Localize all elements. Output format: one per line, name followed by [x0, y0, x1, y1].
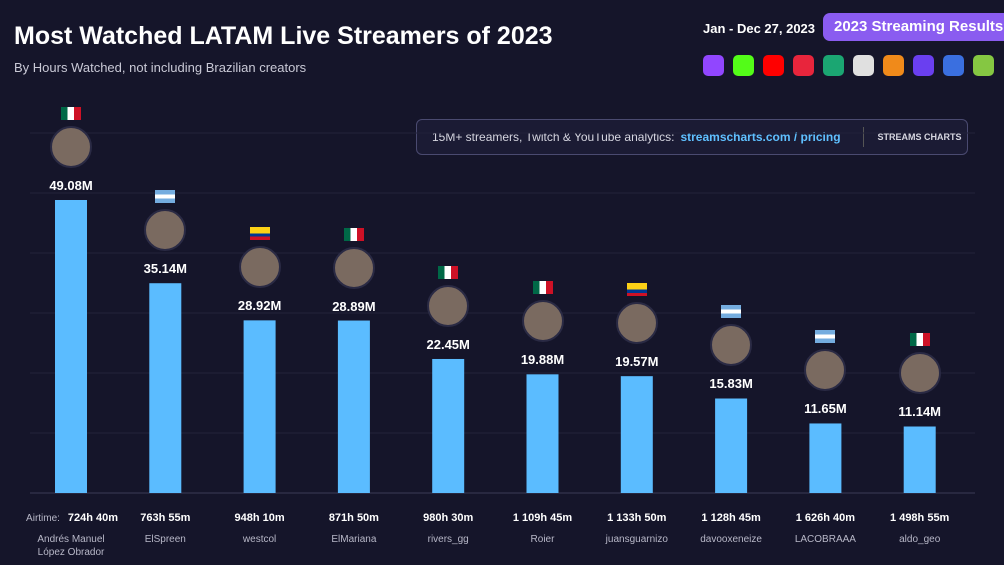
trovo-icon — [823, 55, 844, 76]
streamer-name: davooxeneize — [700, 534, 762, 545]
bar — [243, 320, 276, 493]
bar — [715, 398, 748, 493]
avatar[interactable] — [50, 126, 92, 168]
flag-mx-icon — [61, 107, 81, 120]
flag-ar-icon — [815, 330, 836, 344]
avatar[interactable] — [521, 300, 564, 343]
streamer-name: rivers_gg — [427, 534, 469, 545]
airtime-value: 1 133h 50m — [607, 512, 667, 524]
youtube-icon — [763, 55, 784, 76]
heart-icon — [793, 55, 814, 76]
bar — [149, 283, 182, 493]
bar — [337, 320, 370, 493]
streams-charts-logo: STREAMS CHARTS — [877, 131, 962, 142]
flag-mx-icon — [909, 333, 930, 347]
twitch-icon — [703, 55, 724, 76]
streamer-name: Roier — [530, 534, 555, 545]
bar — [526, 374, 559, 493]
flag-ar-icon — [721, 305, 742, 319]
streamer-name: LACOBRAAA — [794, 534, 856, 545]
value-label: 49.08M — [49, 178, 93, 193]
avatar[interactable] — [710, 324, 753, 367]
divider — [862, 127, 864, 147]
face-icon — [943, 55, 964, 76]
airtime-value: 871h 50m — [328, 512, 379, 524]
airtime-value: 1 109h 45m — [512, 512, 573, 524]
avatar[interactable] — [332, 246, 375, 289]
value-label: 19.88M — [520, 352, 565, 368]
flag-mx-icon — [532, 281, 553, 295]
bar — [903, 426, 936, 493]
streamer-name: aldo_geo — [899, 534, 941, 545]
airtime-value: 1 128h 45m — [701, 512, 761, 524]
value-label: 28.92M — [237, 298, 282, 314]
flag-mx-icon — [438, 265, 459, 279]
results-badge: 2023 Streaming Results — [823, 13, 1004, 41]
airtime-value: 763h 55m — [140, 512, 191, 524]
streamer-name: ElSpreen — [144, 534, 186, 545]
streamer-name: westcol — [242, 534, 277, 545]
streamer-name: juansguarnizo — [605, 534, 668, 545]
platform-icons — [703, 55, 994, 76]
airtime-value: 948h 10m — [234, 512, 285, 524]
airtime-value: 1 498h 55m — [890, 512, 950, 524]
flag-mx-icon — [343, 227, 364, 241]
bar — [55, 200, 87, 493]
kick-icon — [733, 55, 754, 76]
value-label: 11.14M — [898, 404, 942, 420]
avatar[interactable] — [144, 209, 187, 252]
date-range: Jan - Dec 27, 2023 — [703, 21, 816, 36]
bar — [809, 423, 842, 493]
page-title: Most Watched LATAM Live Streamers of 202… — [14, 22, 553, 50]
bar — [620, 376, 653, 493]
flag-ar-icon — [155, 190, 176, 204]
avatar[interactable] — [238, 246, 281, 289]
afreeca-icon — [883, 55, 904, 76]
subtitle: By Hours Watched, not including Brazilia… — [14, 60, 307, 75]
tv-icon — [913, 55, 934, 76]
flag-co-icon — [626, 283, 647, 297]
airtime-label: Airtime: — [26, 513, 60, 524]
bar — [432, 358, 465, 493]
airtime-value: 1 626h 40m — [795, 512, 856, 524]
airtime-value: 980h 30m — [423, 512, 474, 524]
avatar[interactable] — [615, 302, 658, 345]
avatar[interactable] — [427, 284, 470, 327]
value-label: 15.83M — [709, 376, 753, 392]
streamer-name: Andrés Manuel López Obrador — [37, 534, 105, 558]
avatar[interactable] — [898, 352, 941, 395]
value-label: 28.89M — [332, 298, 376, 314]
rumble-icon — [973, 55, 994, 76]
streamer-name: ElMariana — [331, 534, 377, 545]
value-label: 22.45M — [426, 336, 470, 352]
airtime-value: 724h 40m — [67, 512, 119, 524]
avatar[interactable] — [804, 349, 847, 392]
flag-co-icon — [249, 227, 270, 241]
value-label: 11.65M — [804, 401, 847, 417]
value-label: 35.14M — [143, 261, 187, 277]
value-label: 19.57M — [615, 354, 659, 370]
ghost-icon — [853, 55, 874, 76]
